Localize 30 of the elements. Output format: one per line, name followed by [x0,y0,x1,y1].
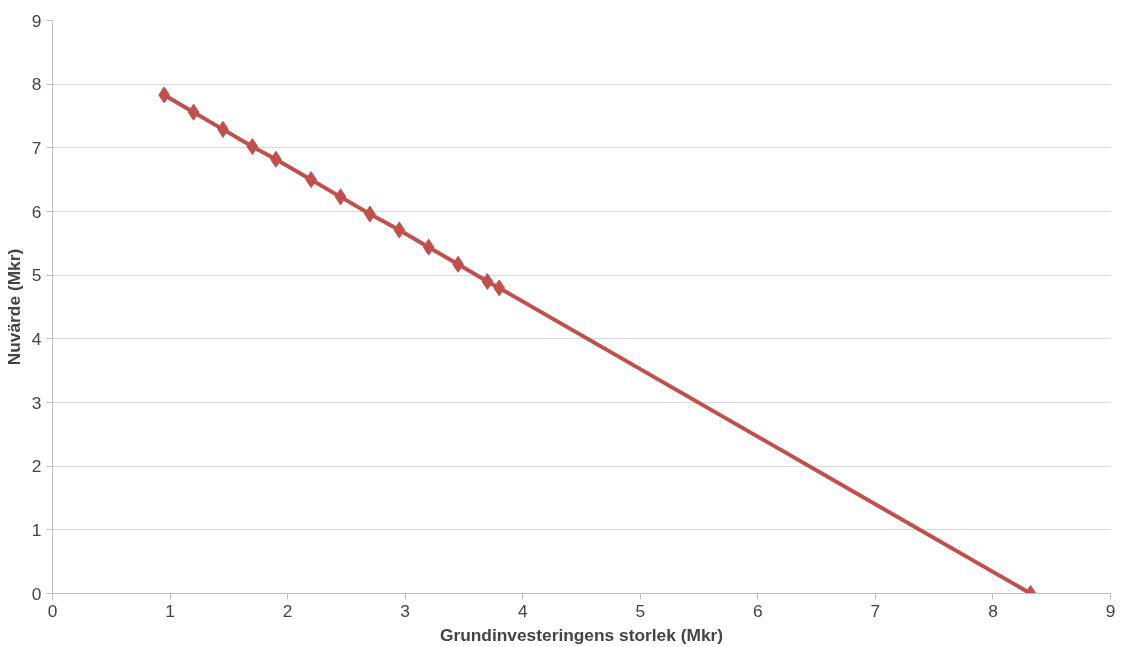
y-tick-label: 1 [31,519,42,540]
point [187,103,200,121]
point [481,273,494,291]
x-tick-label: 8 [988,600,998,621]
x-axis-title: Grundinvesteringens storlek (Mkr) [439,624,724,645]
x-tick-label: 4 [517,600,528,621]
y-tick-label: 0 [31,583,42,604]
x-tick-label: 3 [400,600,410,621]
x-tick-label: 1 [165,600,175,621]
point [246,138,259,156]
y-tick-label: 3 [31,392,42,413]
x-tick-label: 5 [635,600,646,621]
x-tick-label: 7 [870,600,881,621]
y-tick-label: 6 [31,201,42,222]
y-tick-label: 2 [31,456,42,477]
x-tick-label: 0 [47,600,58,621]
point [493,279,506,297]
x-tick-label: 2 [282,600,293,621]
x-tick-label: 9 [1105,600,1116,621]
y-axis-title: Nuvärde (Mkr) [3,248,24,366]
y-tick-label: 5 [31,265,42,286]
x-tick-label: 6 [753,600,763,621]
y-tick-label: 8 [31,74,42,95]
y-tick-label: 4 [31,328,42,349]
y-tick-label: 7 [31,137,42,158]
point [334,188,347,206]
point [393,221,406,239]
point [422,238,435,256]
point [158,86,171,104]
y-tick-label: 9 [31,10,42,31]
